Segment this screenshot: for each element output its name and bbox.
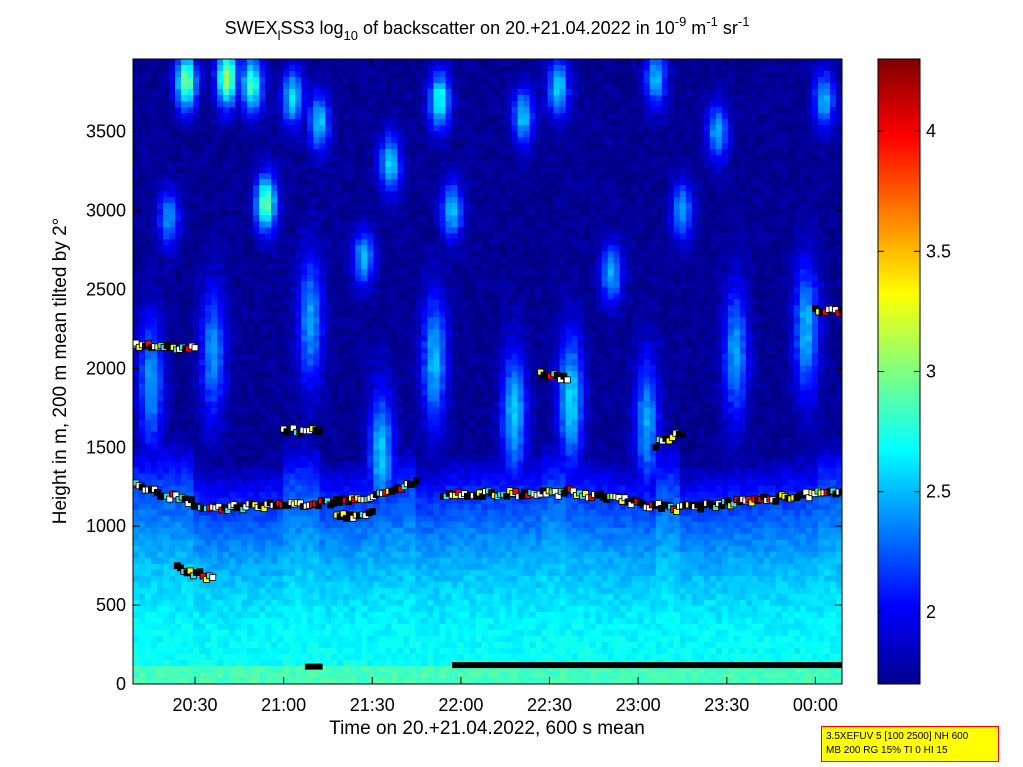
chart-title: SWEXlSS3 log10 of backscatter on 20.+21.… xyxy=(225,14,750,43)
x-tick-label: 00:00 xyxy=(793,695,838,715)
y-tick-label: 3000 xyxy=(86,201,126,221)
cloud-base-marker xyxy=(413,477,421,485)
x-tick-label: 20:30 xyxy=(173,695,218,715)
cloud-base-marker xyxy=(563,376,571,384)
settings-line-1: 3.5XEFUV 5 [100 2500] NH 600 xyxy=(826,731,969,742)
cloud-base-marker xyxy=(838,488,842,496)
cloud-base-marker xyxy=(187,496,195,504)
cloud-base-marker xyxy=(838,307,842,315)
y-tick-label: 2500 xyxy=(86,279,126,299)
surface-marker-bar xyxy=(452,662,842,669)
x-tick-label: 22:30 xyxy=(527,695,572,715)
y-axis: 0 500 1000 1500 2000 2500 3000 3500 xyxy=(86,122,842,694)
x-tick-label: 23:00 xyxy=(616,695,661,715)
cloud-base-marker xyxy=(652,443,660,451)
cloud-base-marker xyxy=(191,344,199,352)
settings-line-2: MB 200 RG 15% TI 0 HI 15 xyxy=(826,745,948,756)
y-axis-label: Height in m, 200 m mean tilted by 2° xyxy=(50,218,71,524)
x-axis: 20:30 21:00 21:30 22:00 22:30 23:00 23:30 00:00 xyxy=(173,59,838,715)
cloud-base-marker xyxy=(368,507,376,515)
x-tick-label: 21:30 xyxy=(350,695,395,715)
cloud-base-marker xyxy=(315,428,323,435)
x-tick-label: 23:30 xyxy=(704,695,749,715)
colorbar: 2 2.5 3 3.5 4 xyxy=(877,58,951,685)
y-tick-label: 500 xyxy=(96,595,126,615)
cloud-base-marker xyxy=(679,430,686,438)
y-tick-label: 0 xyxy=(116,674,126,694)
y-tick-label: 1500 xyxy=(86,437,126,457)
cloud-base-marker xyxy=(209,574,217,581)
y-tick-label: 2000 xyxy=(86,358,126,378)
y-tick-label: 1000 xyxy=(86,516,126,536)
colorbar-tick-label: 4 xyxy=(926,121,936,141)
colorbar-tick-label: 2 xyxy=(926,602,936,622)
colorbar-tick-label: 2.5 xyxy=(926,482,951,502)
colorbar-tick-label: 3 xyxy=(926,362,936,382)
x-tick-label: 22:00 xyxy=(438,695,483,715)
colorbar-gradient xyxy=(877,58,921,685)
x-tick-label: 21:00 xyxy=(261,695,306,715)
y-tick-label: 3500 xyxy=(86,122,126,142)
x-axis-label: Time on 20.+21.04.2022, 600 s mean xyxy=(329,718,645,739)
colorbar-tick-label: 3.5 xyxy=(926,241,951,261)
settings-info-box: 3.5XEFUV 5 [100 2500] NH 600 MB 200 RG 1… xyxy=(821,726,999,762)
heatmap-plot-area xyxy=(132,58,843,685)
surface-marker-bar xyxy=(304,663,323,670)
